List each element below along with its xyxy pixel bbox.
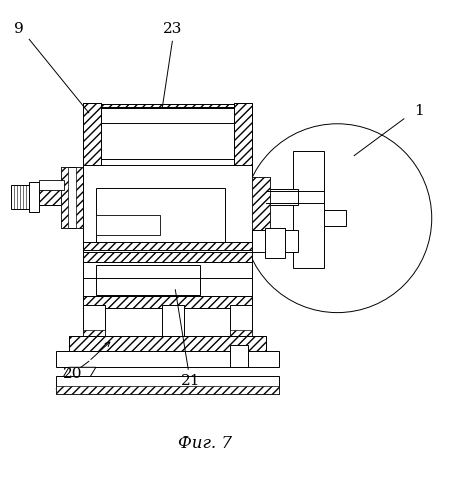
Bar <box>56 386 279 394</box>
Bar <box>39 180 64 190</box>
Bar <box>96 215 160 235</box>
Bar <box>76 166 83 228</box>
Bar <box>83 250 252 308</box>
Bar <box>83 103 101 182</box>
Bar <box>96 108 235 123</box>
Bar <box>230 304 252 340</box>
Text: 9: 9 <box>15 22 24 36</box>
Text: 1: 1 <box>414 104 424 118</box>
Text: 23: 23 <box>163 22 182 36</box>
Bar <box>56 352 279 368</box>
Bar <box>96 265 200 294</box>
Bar <box>83 252 252 262</box>
Bar <box>297 227 320 265</box>
Bar <box>83 242 252 254</box>
Bar <box>29 190 266 206</box>
Bar <box>252 178 270 232</box>
Bar <box>252 190 297 206</box>
Bar <box>83 304 105 340</box>
Bar <box>234 103 252 182</box>
Bar <box>297 190 320 227</box>
Bar <box>83 296 252 308</box>
Bar <box>234 103 252 182</box>
Bar <box>56 376 279 394</box>
Bar <box>83 103 101 182</box>
Text: 21: 21 <box>181 374 200 388</box>
Bar <box>292 150 325 268</box>
Bar <box>61 166 68 228</box>
Text: Фиг. 7: Фиг. 7 <box>178 436 232 452</box>
Bar <box>230 346 248 368</box>
Bar <box>83 330 105 340</box>
Bar <box>83 164 252 252</box>
Bar <box>83 104 252 146</box>
Bar <box>239 178 252 228</box>
Bar <box>96 188 225 248</box>
Polygon shape <box>56 368 96 389</box>
Bar <box>83 104 252 146</box>
Bar <box>29 190 266 206</box>
Bar <box>11 186 29 210</box>
Bar <box>239 178 252 228</box>
Bar <box>83 252 252 262</box>
Text: 20: 20 <box>63 367 83 381</box>
Bar <box>83 178 96 228</box>
Bar <box>83 178 96 228</box>
Bar <box>252 230 297 252</box>
Bar <box>69 336 266 351</box>
Bar <box>265 228 285 258</box>
Bar <box>297 152 320 190</box>
Bar <box>230 330 252 340</box>
Bar <box>29 182 39 212</box>
Bar <box>96 107 235 158</box>
Bar <box>163 304 184 340</box>
Bar <box>325 210 346 226</box>
Bar <box>252 178 270 232</box>
Bar <box>83 296 252 308</box>
Bar <box>69 336 266 351</box>
Bar <box>83 242 252 254</box>
Bar <box>61 166 83 228</box>
Bar <box>83 180 252 206</box>
